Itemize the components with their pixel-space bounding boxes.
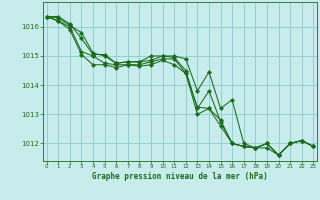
X-axis label: Graphe pression niveau de la mer (hPa): Graphe pression niveau de la mer (hPa) [92, 172, 268, 181]
